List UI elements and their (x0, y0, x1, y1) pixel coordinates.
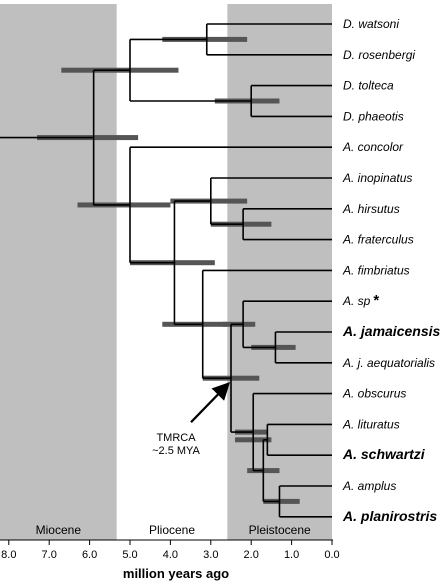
tip-label-text: A. fraterculus (342, 233, 414, 247)
tip-label: A. planirostris (342, 508, 437, 524)
tip-marker: * (373, 292, 379, 309)
epoch-label-pleistocene: Pleistocene (249, 523, 311, 537)
epoch-bands: Miocene Pliocene Pleistocene (0, 4, 332, 540)
tmrca-annotation: TMRCA~2.5 MYA (152, 382, 231, 457)
tip-label-text: D. rosenbergi (343, 48, 415, 62)
tip-label: A. amplus (342, 479, 396, 493)
tip-label: A. concolor (342, 140, 404, 154)
tip-label: A. schwartzi (342, 446, 426, 462)
tmrca-arrow (190, 382, 231, 423)
tip-label: A. hirsutus (342, 202, 400, 216)
tip-label: D. tolteca (343, 79, 394, 93)
tree-branches (0, 23, 332, 518)
tip-label-text: A. jamaicensis (342, 323, 440, 339)
axis-tick-label: 6.0 (82, 549, 97, 561)
tip-label: A. fraterculus (342, 233, 414, 247)
axis-tick-label: 0.0 (324, 549, 339, 561)
tip-label: A. fimbriatus (342, 263, 410, 277)
tmrca-label-line1: TMRCA (156, 432, 196, 444)
tip-label: A. obscurus (342, 387, 406, 401)
tip-label: A. inopinatus (342, 171, 412, 185)
axis-tick-label: 8.0 (1, 549, 16, 561)
axis-title: million years ago (123, 566, 229, 581)
tip-label: A. jamaicensis (342, 323, 440, 339)
tmrca-label-line2: ~2.5 MYA (152, 445, 200, 457)
tip-label-text: A. obscurus (342, 387, 406, 401)
tip-label-text: A. planirostris (342, 508, 437, 524)
axis-tick-label: 3.0 (203, 549, 218, 561)
axis-tick-label: 7.0 (42, 549, 57, 561)
epoch-label-miocene: Miocene (36, 523, 82, 537)
epoch-label-pliocene: Pliocene (149, 523, 195, 537)
tip-label: A. j. aequatorialis (342, 356, 435, 370)
tip-label-text: D. tolteca (343, 79, 394, 93)
time-axis: 8.0 7.0 6.0 5.0 4.0 3.0 2.0 1.0 0.0 million years… (0, 539, 340, 581)
tip-label-text: A. schwartzi (342, 446, 426, 462)
tip-label-text: A. sp (342, 294, 371, 308)
epoch-band-miocene (0, 4, 117, 540)
axis-tick-label: 4.0 (163, 549, 178, 561)
tip-label-text: A. lituratus (342, 417, 400, 431)
tip-label-text: A. concolor (342, 140, 404, 154)
tip-labels: D. watsoni D. rosenbergi D. tolteca D. phae… (342, 17, 440, 524)
tip-label-text: D. phaeotis (343, 109, 404, 123)
epoch-band-pleistocene (227, 4, 332, 540)
tip-label: A. lituratus (342, 417, 400, 431)
tip-label-text: A. j. aequatorialis (342, 356, 435, 370)
tip-label: D. watsoni (343, 17, 399, 31)
tip-label-text: A. fimbriatus (342, 263, 410, 277)
tip-label-text: A. inopinatus (342, 171, 412, 185)
axis-tick-label: 5.0 (122, 549, 137, 561)
tip-label: D. rosenbergi (343, 48, 415, 62)
tip-label-text: D. watsoni (343, 17, 399, 31)
tip-label: D. phaeotis (343, 109, 404, 123)
axis-tick-label: 1.0 (284, 549, 299, 561)
tip-label: A. sp * (342, 292, 379, 309)
tip-label-text: A. hirsutus (342, 202, 400, 216)
axis-tick-label: 2.0 (244, 549, 259, 561)
node-ci-bar-n_amp_pla (263, 498, 300, 504)
tip-label-text: A. amplus (342, 479, 396, 493)
